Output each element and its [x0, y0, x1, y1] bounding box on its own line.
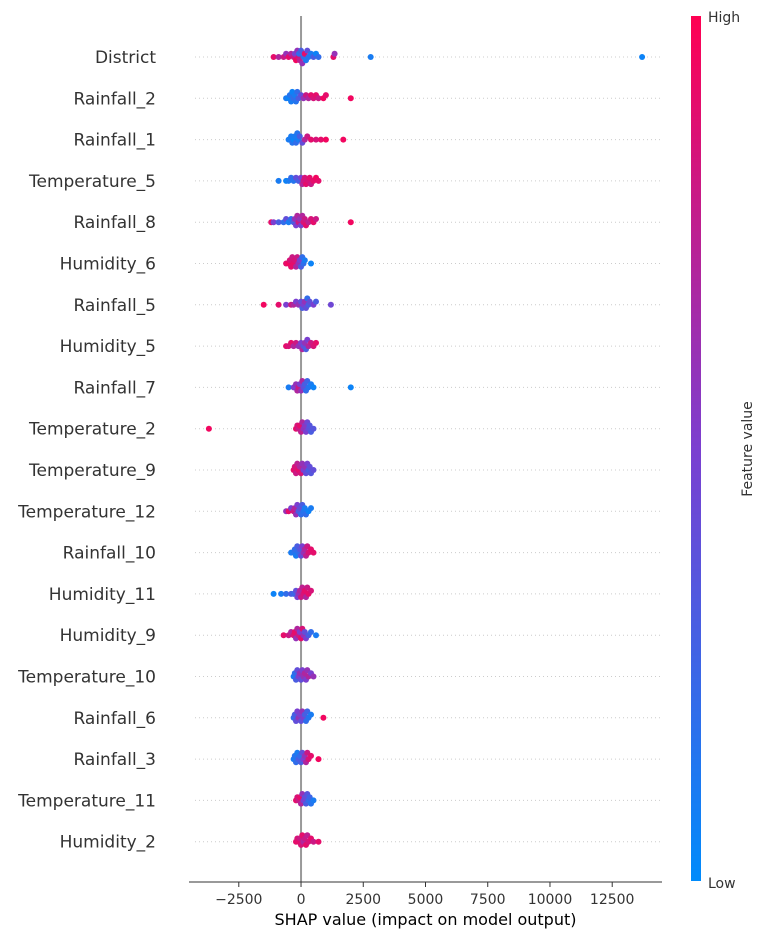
shap-point	[315, 756, 322, 763]
x-tick-label: 10000	[528, 892, 573, 908]
shap-point	[317, 136, 324, 143]
shap-point	[310, 425, 317, 432]
shap-point	[308, 587, 314, 594]
feature-label: Temperature_11	[17, 791, 156, 811]
shap-point	[347, 384, 354, 391]
shap-point	[308, 505, 314, 512]
shap-point	[278, 590, 285, 597]
shap-point	[285, 384, 292, 391]
feature-label: Rainfall_1	[73, 131, 156, 151]
feature-label: Humidity_2	[60, 833, 156, 853]
shap-point	[275, 177, 282, 184]
shap-point	[347, 219, 354, 226]
shap-point	[275, 219, 282, 226]
shap-point	[301, 257, 308, 264]
shap-point	[322, 136, 329, 143]
x-tick-label: 0	[297, 892, 306, 908]
shap-point	[347, 95, 354, 102]
x-tick-label: 12500	[590, 892, 635, 908]
shap-point	[331, 50, 338, 57]
shap-point	[315, 177, 322, 184]
feature-label: Temperature_10	[17, 668, 156, 688]
shap-point	[308, 711, 314, 718]
shap-point	[320, 714, 327, 721]
feature-rows: District Rainfall_2 Rainfall_1 Temperature_…	[17, 48, 662, 853]
shap-point	[367, 54, 374, 60]
feature-label: Rainfall_3	[73, 750, 156, 770]
shap-point	[310, 673, 317, 680]
x-axis: −2500 0 2500 5000 7500 10000 12500	[189, 881, 662, 908]
colorbar-low-label: Low	[708, 876, 736, 892]
shap-point	[310, 797, 317, 804]
shap-point	[205, 425, 212, 432]
shap-point	[313, 136, 319, 143]
shap-point	[639, 54, 646, 60]
shap-point	[296, 133, 303, 140]
shap-point	[308, 260, 314, 267]
shap-point	[315, 95, 322, 102]
x-tick-label: 5000	[408, 892, 444, 908]
shap-point	[308, 136, 314, 143]
feature-label: Rainfall_6	[73, 709, 156, 729]
shap-point	[283, 301, 290, 308]
shap-point	[270, 54, 277, 60]
x-tick-label: 2500	[345, 892, 381, 908]
shap-point	[313, 339, 319, 346]
shap-points	[205, 47, 646, 848]
shap-point	[260, 301, 267, 308]
feature-label: Rainfall_5	[73, 296, 156, 316]
colorbar-gradient	[691, 16, 701, 881]
shap-point	[327, 301, 334, 308]
feature-label: Rainfall_8	[73, 213, 156, 233]
shap-point	[275, 54, 282, 60]
feature-label: Temperature_12	[17, 502, 156, 522]
shap-point	[308, 629, 314, 635]
shap-point	[308, 752, 314, 759]
feature-label: Humidity_11	[49, 585, 156, 605]
shap-point	[270, 590, 277, 597]
colorbar-high-label: High	[708, 10, 740, 26]
feature-label: Rainfall_7	[73, 378, 156, 398]
shap-point	[313, 216, 319, 222]
shap-point	[270, 219, 277, 226]
shap-point	[310, 838, 317, 845]
feature-label: District	[95, 48, 156, 68]
feature-label: Rainfall_2	[73, 89, 156, 109]
colorbar: High Low Feature value	[691, 10, 756, 892]
shap-point	[313, 632, 319, 639]
feature-label: Rainfall_10	[63, 544, 156, 564]
feature-label: Humidity_6	[60, 255, 156, 275]
shap-point	[283, 590, 290, 597]
shap-point	[275, 301, 282, 308]
x-tick-label: −2500	[215, 892, 262, 908]
shap-point	[322, 92, 329, 99]
x-axis-title: SHAP value (impact on model output)	[275, 910, 577, 929]
feature-label: Temperature_9	[28, 461, 156, 481]
shap-point	[315, 54, 322, 60]
feature-label: Temperature_5	[28, 172, 156, 192]
shap-point	[310, 549, 317, 556]
x-tick-label: 7500	[470, 892, 506, 908]
feature-label: Temperature_2	[28, 420, 156, 440]
shap-point	[280, 632, 287, 639]
feature-label: Humidity_9	[60, 626, 156, 646]
feature-label: Humidity_5	[60, 337, 156, 357]
colorbar-title: Feature value	[740, 401, 756, 497]
shap-point	[315, 838, 322, 845]
shap-point	[310, 467, 317, 473]
shap-point	[310, 384, 317, 391]
shap-point	[313, 298, 319, 305]
shap-point	[340, 136, 347, 143]
